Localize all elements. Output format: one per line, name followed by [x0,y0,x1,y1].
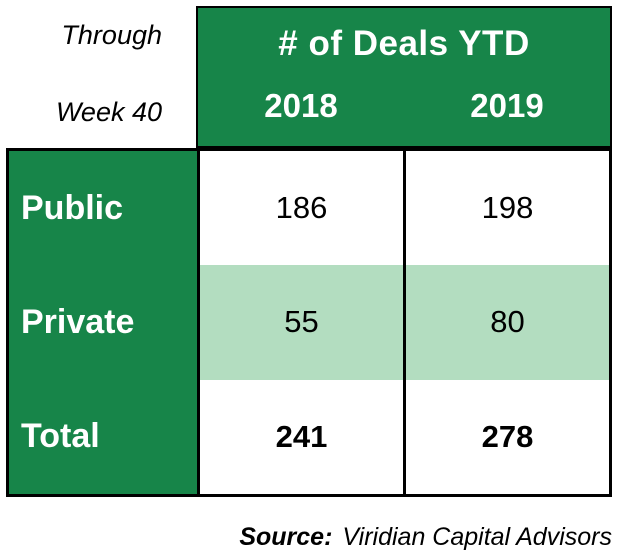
column-header-2018: 2018 [264,87,338,125]
source-line: Source: Viridian Capital Advisors [239,523,612,552]
cell-total-2018: 241 [275,418,328,454]
row-header-public: Public [21,188,124,227]
cell-public-2019: 198 [481,190,534,226]
table-header: # of Deals YTD 2018 2019 [196,6,612,148]
column-2019: 198 80 278 [406,151,609,494]
cell-total-2019: 278 [481,418,534,454]
row-header-column: Public Private Total [9,151,197,494]
year-columns-header: 2018 2019 [198,80,610,146]
week-label: Week 40 [55,97,162,127]
cell-public-2018: 186 [275,190,328,226]
table-body: Public Private Total 186 55 241 198 80 2… [6,148,612,497]
through-label: Through [61,20,162,50]
cell-private-2019: 80 [406,265,609,380]
column-header-2019: 2019 [470,87,544,125]
row-header-private: Private [21,302,135,341]
table-title: # of Deals YTD [278,24,530,64]
source-text: Viridian Capital Advisors [342,523,612,551]
row-header-total: Total [21,417,100,456]
column-2018: 186 55 241 [197,151,406,494]
through-week-note: Through Week 40 [6,6,196,148]
source-label: Source: [239,523,333,551]
cell-private-2018: 55 [200,265,403,380]
